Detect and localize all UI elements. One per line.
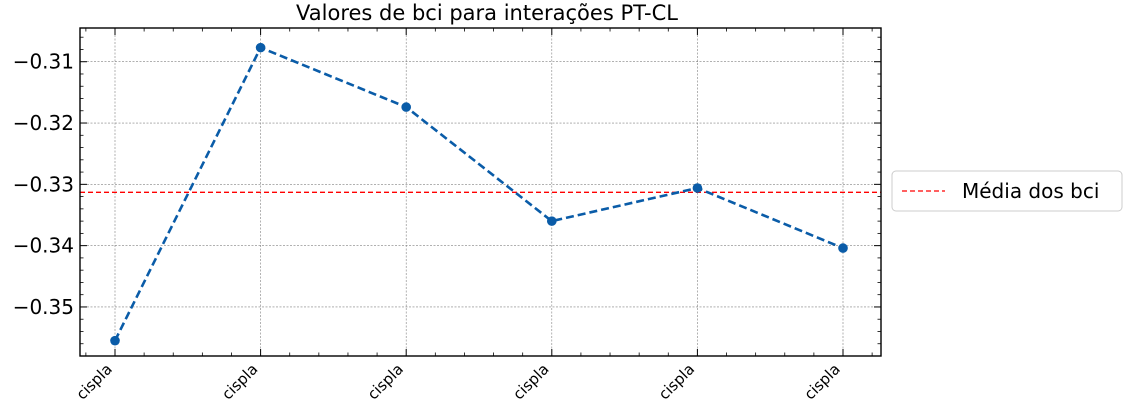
data-point [110, 335, 120, 346]
y-tick-labels: −0.35 −0.34 −0.33 −0.32 −0.31 [13, 50, 74, 319]
plot-frame [79, 27, 882, 357]
x-tick-label: cispla [218, 360, 261, 403]
data-point [401, 102, 412, 112]
data-point [547, 216, 557, 226]
x-tick-label: cispla [655, 360, 698, 403]
x-tick-label: cispla [509, 360, 552, 403]
series-layer [110, 42, 848, 346]
data-point [255, 42, 266, 53]
x-tick-labels: cispla cispla cispla cispla cispla cispla [73, 360, 844, 403]
series-line [113, 45, 844, 342]
x-tick-label: cispla [73, 360, 116, 403]
grid [80, 28, 881, 356]
y-tick-label: −0.34 [13, 234, 74, 258]
data-point [838, 243, 848, 253]
y-tick-label: −0.31 [13, 50, 74, 74]
tick-marks [80, 28, 881, 357]
y-tick-label: −0.35 [13, 295, 74, 319]
x-tick-label: cispla [364, 360, 407, 403]
chart-title: Valores de bci para interações PT-CL [296, 1, 678, 25]
legend: Média dos bci [891, 170, 1123, 212]
x-tick-label: cispla [801, 360, 844, 403]
y-tick-label: −0.33 [13, 172, 74, 196]
data-point [692, 183, 703, 193]
y-tick-label: −0.32 [13, 111, 74, 135]
legend-box [891, 170, 1123, 212]
legend-label-mean: Média dos bci [962, 179, 1099, 203]
